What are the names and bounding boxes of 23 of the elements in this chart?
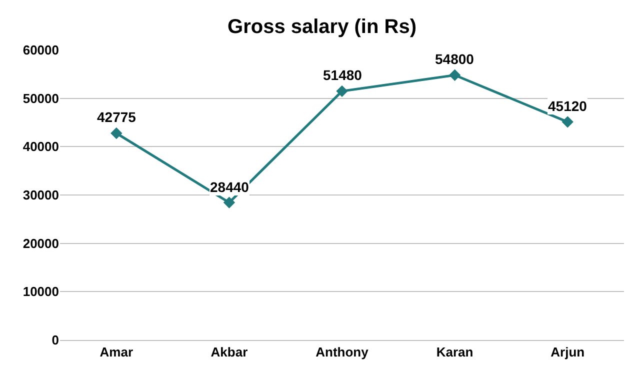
chart-title: Gross salary (in Rs) — [228, 16, 416, 38]
point — [336, 85, 348, 98]
point — [223, 196, 236, 208]
data-label: 45120 — [548, 98, 588, 114]
x-tick-label: Akbar — [210, 344, 248, 360]
data-label: 42775 — [97, 109, 136, 125]
y-tick-label: 40000 — [22, 139, 59, 154]
x-tick-label: Amar — [100, 344, 134, 360]
y-tick-label: 50000 — [22, 90, 59, 106]
data-label: 51480 — [323, 67, 362, 83]
x-tick-label: Arjun — [550, 344, 585, 360]
y-tick-label: 30000 — [22, 188, 59, 203]
data-label: 54800 — [435, 51, 474, 67]
y-tick-label: 20000 — [22, 236, 59, 251]
x-tick-label: Karan — [436, 344, 474, 360]
y-tick-label: 10000 — [22, 284, 59, 300]
y-tick-label: 60000 — [22, 42, 59, 58]
data-label: 28440 — [210, 179, 250, 195]
point — [110, 127, 122, 140]
x-tick-label: Anthony — [316, 344, 370, 360]
y-tick-label: 0 — [52, 332, 59, 348]
point — [448, 69, 461, 81]
point — [562, 116, 574, 128]
